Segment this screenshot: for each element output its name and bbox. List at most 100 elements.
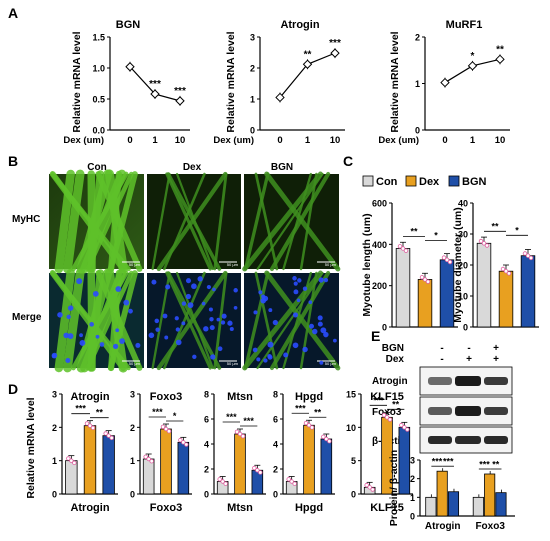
panel-label-d: D — [8, 381, 18, 397]
nucleus — [216, 317, 221, 322]
c2-sig-label: * — [515, 225, 519, 235]
nucleus — [323, 331, 329, 338]
a2-title: Atrogin — [280, 19, 319, 31]
a2-y-axis-label: Relative mRNA level — [225, 31, 237, 132]
nucleus — [252, 347, 258, 353]
d3-replicate-point — [255, 468, 260, 473]
c1-bar-con — [395, 248, 411, 328]
wb-band-foxo3-dex — [455, 406, 481, 416]
nucleus — [66, 314, 71, 320]
a1-y-tick-label: 0.5 — [92, 95, 105, 105]
d1-x-category-label: Atrogin — [70, 502, 109, 514]
nucleus — [174, 316, 179, 321]
d3-replicate-point — [220, 479, 225, 484]
nucleus — [293, 289, 299, 295]
d3-y-tick-label: 0 — [204, 490, 209, 500]
a2-point — [330, 48, 340, 58]
d1-y-tick-label: 0 — [52, 490, 57, 500]
d4-replicate-point — [286, 477, 291, 482]
myotube-fiber — [242, 171, 323, 272]
d2-replicate-point — [184, 442, 189, 447]
nucleus — [302, 286, 308, 291]
chart-d3: 0 2 4 6 8 Mtsn *** *** Mtsn — [204, 390, 266, 514]
nucleus — [221, 313, 227, 319]
d4-x-category-label: Hpgd — [295, 502, 323, 514]
nucleus — [115, 286, 122, 292]
nucleus — [209, 325, 215, 331]
micro-col-label-bgn: BGN — [271, 162, 293, 173]
a2-x-tick-label: 0 — [277, 135, 282, 146]
d4-replicate-point — [306, 423, 312, 428]
c2-y-tick-label: 30 — [458, 230, 468, 240]
nucleus — [258, 290, 263, 295]
myotube-fiber — [63, 268, 85, 373]
nucleus — [67, 333, 74, 339]
d1-replicate-point — [103, 431, 108, 436]
a3-x-tick-label: 1 — [470, 135, 476, 146]
c2-sig-label: ** — [491, 221, 499, 231]
a2-y-tick-label: 2 — [250, 64, 255, 74]
nucleus — [323, 277, 329, 283]
e1-bar-foxo3-dex — [484, 473, 496, 517]
nucleus — [233, 305, 238, 310]
a3-sig-label: * — [471, 51, 475, 62]
nucleus — [148, 332, 155, 339]
nucleus — [115, 328, 120, 333]
a1-point — [150, 89, 160, 99]
nucleus — [151, 279, 157, 285]
myotube-fiber — [151, 172, 171, 271]
d3-sig-label: *** — [226, 412, 237, 422]
d3-replicate-point — [258, 470, 263, 475]
d2-replicate-point — [149, 459, 154, 464]
a2-point — [275, 92, 285, 103]
a1-x-tick-label: 1 — [152, 135, 158, 146]
d2-replicate-point — [166, 429, 172, 434]
d1-replicate-point — [109, 435, 114, 441]
d2-replicate-point — [146, 456, 151, 462]
scale-bar-label-3: 50 μm — [325, 262, 337, 267]
a1-sig-label: *** — [149, 79, 161, 90]
d2-title: Foxo3 — [150, 391, 182, 403]
myotube-fiber — [54, 268, 75, 373]
a2-y-tick-label: 3 — [250, 33, 255, 43]
nucleus — [296, 298, 301, 303]
a3-point — [440, 77, 450, 88]
e1-x-group-label: Atrogin — [425, 521, 461, 532]
micrograph-panel: Con Dex BGN MyHC Merge 50 μm 50 μm 50 μm… — [12, 162, 341, 373]
a3-y-tick-label: 0 — [415, 126, 420, 136]
d3-sig-label: *** — [243, 416, 254, 426]
d1-replicate-point — [72, 460, 77, 466]
myotube-fiber — [243, 172, 270, 271]
wb-header-dex-sign-2: + — [466, 354, 472, 365]
d2-bar-con — [142, 458, 155, 495]
nucleus — [92, 290, 99, 297]
nucleus — [210, 354, 216, 360]
panel-label-a: A — [8, 5, 18, 21]
scale-bar-label-6: 50 μm — [325, 361, 337, 366]
c1-replicate-point — [403, 248, 409, 253]
c2-replicate-point — [481, 241, 487, 246]
d3-y-tick-label: 6 — [204, 415, 209, 425]
nucleus — [318, 277, 324, 283]
d1-replicate-point — [106, 433, 111, 438]
c2-replicate-point — [522, 251, 528, 256]
myotube-fiber — [269, 171, 331, 272]
d1-bar-bgn — [102, 435, 115, 495]
legend-swatch-con — [362, 175, 374, 187]
c1-replicate-point — [422, 277, 428, 282]
nucleus — [155, 327, 160, 332]
wb-header-dex-sign-1: - — [440, 354, 443, 365]
myotube-fiber — [243, 271, 270, 370]
d5-y-tick-label: 0 — [351, 490, 356, 500]
nucleus — [123, 299, 130, 306]
d5-sig-label: *** — [373, 395, 384, 405]
a2-x-tick-label: 1 — [305, 135, 311, 146]
nucleus — [79, 339, 86, 346]
c1-replicate-point — [400, 246, 406, 251]
myotube-fiber — [269, 270, 331, 371]
d4-y-tick-label: 0 — [273, 490, 278, 500]
wb-band-atrogin-dex — [455, 376, 481, 386]
d1-replicate-point — [87, 423, 93, 428]
